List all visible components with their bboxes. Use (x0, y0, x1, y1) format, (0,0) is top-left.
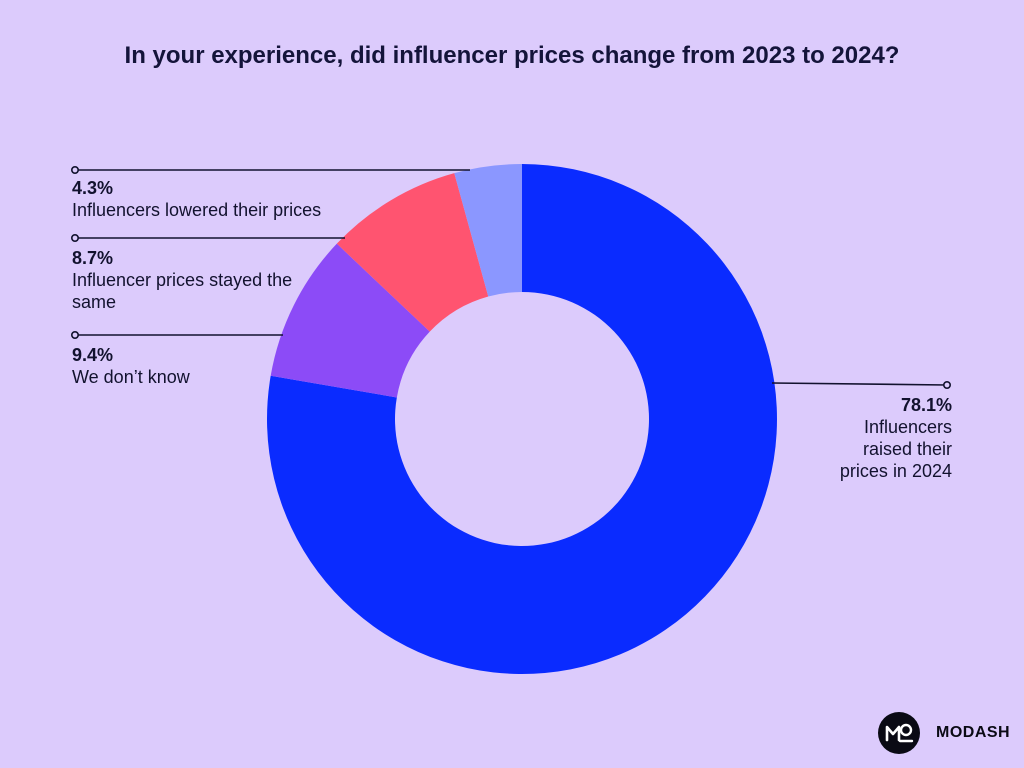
leader-line-raised (771, 382, 948, 386)
slice-label-dont-know: 9.4% We don’t know (72, 344, 332, 388)
brand-name: MODASH (936, 724, 1011, 741)
slice-label-lowered: 4.3% Influencers lowered their prices (72, 177, 372, 221)
slice-percent-dont-know: 9.4% (72, 345, 114, 365)
slice-percent-lowered: 4.3% (72, 178, 114, 198)
pie-slice-lowered (454, 164, 522, 297)
leader-dot-raised (942, 380, 951, 389)
slice-text-raised: Influencers raised their prices in 2024 (839, 417, 952, 481)
slice-percent-stayed-same: 8.7% (72, 248, 114, 268)
modash-logo (878, 712, 920, 754)
logo-mark (885, 723, 914, 743)
pie-slice-raised (267, 164, 777, 674)
pie-slice-stayed-same (336, 173, 489, 332)
leader-dot-dont-know (71, 330, 80, 339)
leader-dot-lowered (71, 166, 80, 175)
slice-label-stayed-same: 8.7% Influencer prices stayed the same (72, 247, 302, 313)
slice-text-lowered: Influencers lowered their prices (72, 200, 322, 220)
brand: MODASH (878, 712, 1010, 754)
pie-slice-dont-know (270, 243, 430, 398)
slice-percent-raised: 78.1% (900, 395, 952, 415)
leader-dot-stayed-same (71, 234, 80, 243)
slice-text-stayed-same: Influencer prices stayed the same (72, 270, 293, 312)
slice-text-dont-know: We don’t know (72, 367, 190, 387)
slice-label-raised: 78.1% Influencers raised their prices in… (836, 394, 952, 482)
chart-title: In your experience, did influencer price… (124, 42, 900, 69)
